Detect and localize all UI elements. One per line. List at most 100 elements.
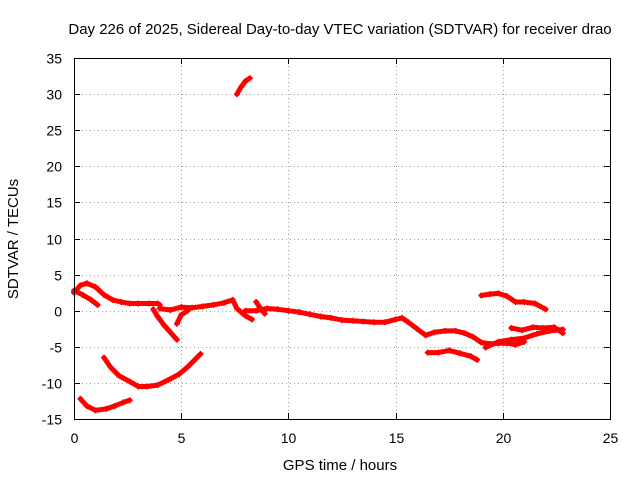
data-point <box>94 301 101 308</box>
series-arc-7 <box>101 351 203 389</box>
data-point <box>246 75 253 82</box>
data-point <box>446 347 453 354</box>
data-point <box>120 399 127 406</box>
data-point <box>495 290 502 297</box>
y-tick-label: 30 <box>46 87 62 103</box>
data-point <box>285 307 292 314</box>
data-point <box>478 339 485 346</box>
data-point <box>77 395 84 402</box>
data-point <box>261 310 268 317</box>
series-layer <box>71 75 566 414</box>
data-point <box>83 280 90 287</box>
data-point <box>92 407 99 414</box>
data-point <box>197 351 204 358</box>
data-point <box>77 282 84 289</box>
data-point <box>414 325 421 332</box>
data-point <box>111 403 118 410</box>
data-point <box>210 301 217 308</box>
data-point <box>381 319 388 326</box>
data-point <box>161 322 168 329</box>
data-point <box>435 349 442 356</box>
data-point <box>146 300 153 307</box>
data-point <box>452 327 459 334</box>
plot-frame <box>74 58 611 420</box>
grid-lines <box>74 58 610 419</box>
x-tick-label: 0 <box>71 430 79 446</box>
data-point <box>135 300 142 307</box>
data-point <box>424 349 431 356</box>
data-point <box>392 316 399 323</box>
y-tick-label: 15 <box>46 195 62 211</box>
data-point <box>512 299 519 306</box>
y-tick-labels: -15 -10 -5 0 5 10 15 20 25 30 35 <box>42 51 62 428</box>
data-point <box>116 372 123 379</box>
data-point <box>165 377 172 384</box>
data-point <box>167 329 174 336</box>
data-point <box>431 329 438 336</box>
y-tick-label: 25 <box>46 123 62 139</box>
data-point <box>512 341 519 348</box>
data-point <box>233 91 240 98</box>
y-axis-label: SDTVAR / TECUs <box>5 179 22 299</box>
data-point <box>233 305 240 312</box>
data-point <box>156 305 163 312</box>
data-point <box>339 317 345 324</box>
data-point <box>531 300 538 307</box>
data-point <box>176 371 183 378</box>
data-point <box>248 316 255 323</box>
series-arc-2 <box>71 288 101 308</box>
data-point <box>441 327 448 334</box>
data-point <box>229 296 236 303</box>
data-point <box>173 336 180 343</box>
data-point <box>263 305 270 312</box>
data-point <box>371 319 378 326</box>
x-axis-label: GPS time / hours <box>283 457 397 474</box>
data-point <box>221 299 228 306</box>
data-point <box>521 335 528 342</box>
x-tick-label: 15 <box>389 430 405 446</box>
data-point <box>274 306 281 313</box>
series-arc-4 <box>157 297 255 322</box>
data-point <box>126 397 133 404</box>
data-point <box>173 320 180 327</box>
data-point <box>135 383 142 390</box>
data-point <box>88 296 95 303</box>
data-point <box>178 312 185 319</box>
data-point <box>118 299 125 306</box>
data-point <box>534 330 541 337</box>
y-tick-label: -15 <box>42 412 62 428</box>
data-point <box>184 364 191 371</box>
data-point <box>199 303 206 310</box>
data-point <box>486 291 493 298</box>
data-point <box>92 283 99 290</box>
data-point <box>242 307 249 314</box>
data-point <box>349 317 356 324</box>
y-tick-label: 0 <box>54 304 62 320</box>
data-point <box>257 305 264 312</box>
data-point <box>178 304 185 311</box>
data-point <box>469 333 476 340</box>
data-point <box>253 299 260 306</box>
data-point <box>83 403 90 410</box>
data-point <box>306 311 313 318</box>
x-tick-labels: 0 5 10 15 20 25 <box>71 430 619 446</box>
data-point <box>422 332 429 339</box>
data-point <box>456 350 463 357</box>
data-point <box>519 327 526 334</box>
data-point <box>242 78 249 85</box>
data-point <box>360 318 367 325</box>
data-point <box>467 353 474 360</box>
data-point <box>101 354 108 361</box>
data-point <box>126 300 133 307</box>
data-point <box>559 326 566 333</box>
series-arc-5 <box>174 308 191 327</box>
data-point <box>521 299 528 306</box>
data-point <box>101 291 108 298</box>
y-tick-label: -10 <box>42 376 62 392</box>
data-point <box>405 319 412 326</box>
x-tick-label: 20 <box>496 430 512 446</box>
data-point <box>478 292 485 299</box>
data-point <box>504 293 511 300</box>
data-point <box>238 83 245 90</box>
data-point <box>150 306 157 313</box>
